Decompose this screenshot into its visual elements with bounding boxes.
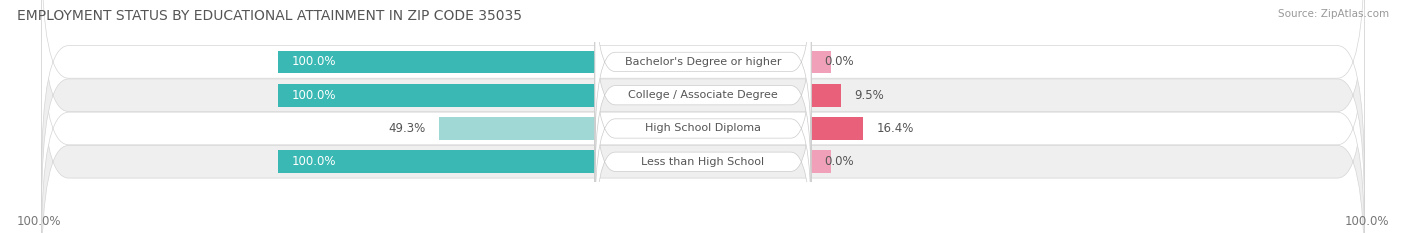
Text: High School Diploma: High School Diploma [645, 123, 761, 134]
FancyBboxPatch shape [595, 5, 811, 185]
Text: Less than High School: Less than High School [641, 157, 765, 167]
Text: 100.0%: 100.0% [291, 55, 336, 69]
Text: 100.0%: 100.0% [291, 155, 336, 168]
Text: 100.0%: 100.0% [291, 89, 336, 102]
Bar [278, 84, 595, 106]
Text: 16.4%: 16.4% [876, 122, 914, 135]
Text: EMPLOYMENT STATUS BY EDUCATIONAL ATTAINMENT IN ZIP CODE 35035: EMPLOYMENT STATUS BY EDUCATIONAL ATTAINM… [17, 9, 522, 23]
Text: 100.0%: 100.0% [1344, 215, 1389, 228]
Bar [278, 51, 595, 73]
Bar [439, 117, 595, 140]
Text: 0.0%: 0.0% [824, 155, 853, 168]
Bar [811, 117, 863, 140]
Bar [811, 151, 831, 173]
FancyBboxPatch shape [595, 38, 811, 219]
FancyBboxPatch shape [42, 45, 1364, 233]
Text: Bachelor's Degree or higher: Bachelor's Degree or higher [624, 57, 782, 67]
Text: 100.0%: 100.0% [17, 215, 62, 228]
Text: 0.0%: 0.0% [824, 55, 853, 69]
FancyBboxPatch shape [595, 72, 811, 233]
FancyBboxPatch shape [42, 0, 1364, 212]
Text: College / Associate Degree: College / Associate Degree [628, 90, 778, 100]
FancyBboxPatch shape [42, 12, 1364, 233]
FancyBboxPatch shape [595, 0, 811, 152]
FancyBboxPatch shape [42, 0, 1364, 179]
Text: 9.5%: 9.5% [855, 89, 884, 102]
Text: 49.3%: 49.3% [388, 122, 425, 135]
Bar [811, 84, 841, 106]
Legend: In Labor Force, Unemployed: In Labor Force, Unemployed [591, 230, 815, 233]
Text: Source: ZipAtlas.com: Source: ZipAtlas.com [1278, 9, 1389, 19]
Bar [811, 51, 831, 73]
Bar [278, 151, 595, 173]
